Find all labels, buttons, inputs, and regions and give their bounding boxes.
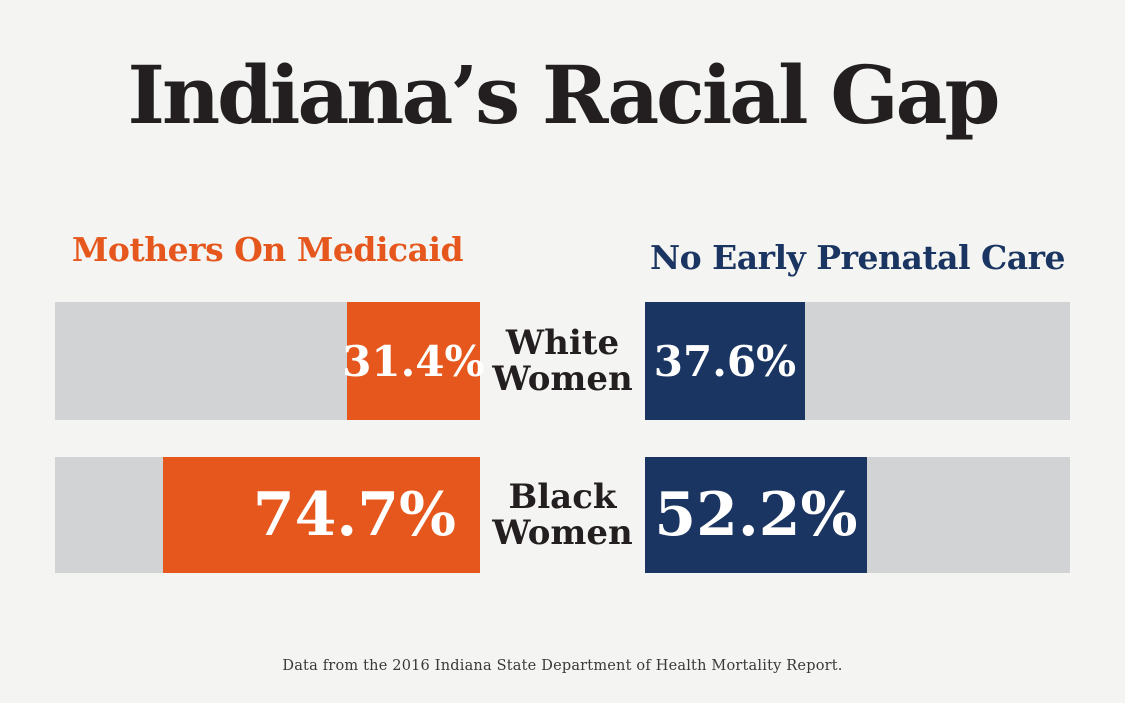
row-label-line1: Black: [508, 476, 617, 517]
medicaid-bar-fill-white-women: 31.4%: [342, 302, 484, 420]
row-label-line1: White: [505, 322, 620, 363]
row-label-line2: Women: [492, 359, 633, 399]
prenatal-value-white-women: 37.6%: [653, 336, 796, 386]
prenatal-bar-track-black-women: 52.2%: [645, 457, 1070, 573]
medicaid-value-black-women: 74.7%: [252, 480, 456, 550]
prenatal-bar-fill-white-women: 37.6%: [645, 302, 805, 420]
page-title: Indiana’s Racial Gap: [127, 48, 1001, 142]
prenatal-bar-fill-black-women: 52.2%: [645, 457, 867, 573]
row-label-line2: Women: [492, 513, 633, 553]
prenatal-bar-track-white-women: 37.6%: [645, 302, 1070, 420]
prenatal-value-black-women: 52.2%: [654, 480, 858, 550]
medicaid-value-white-women: 31.4%: [342, 336, 485, 386]
source-note: Data from the 2016 Indiana State Departm…: [282, 658, 843, 674]
row-label-white-women: White Women: [480, 302, 645, 420]
row-label-black-women: Black Women: [480, 457, 645, 573]
medicaid-bar-track-white-women: 31.4%: [55, 302, 484, 420]
right-column-header-no-early-prenatal-care: No Early Prenatal Care: [649, 238, 1066, 277]
left-column-header-mothers-on-medicaid: Mothers On Medicaid: [71, 230, 464, 269]
medicaid-bar-fill-black-women: 74.7%: [162, 457, 480, 573]
medicaid-bar-track-black-women: 74.7%: [55, 457, 480, 573]
